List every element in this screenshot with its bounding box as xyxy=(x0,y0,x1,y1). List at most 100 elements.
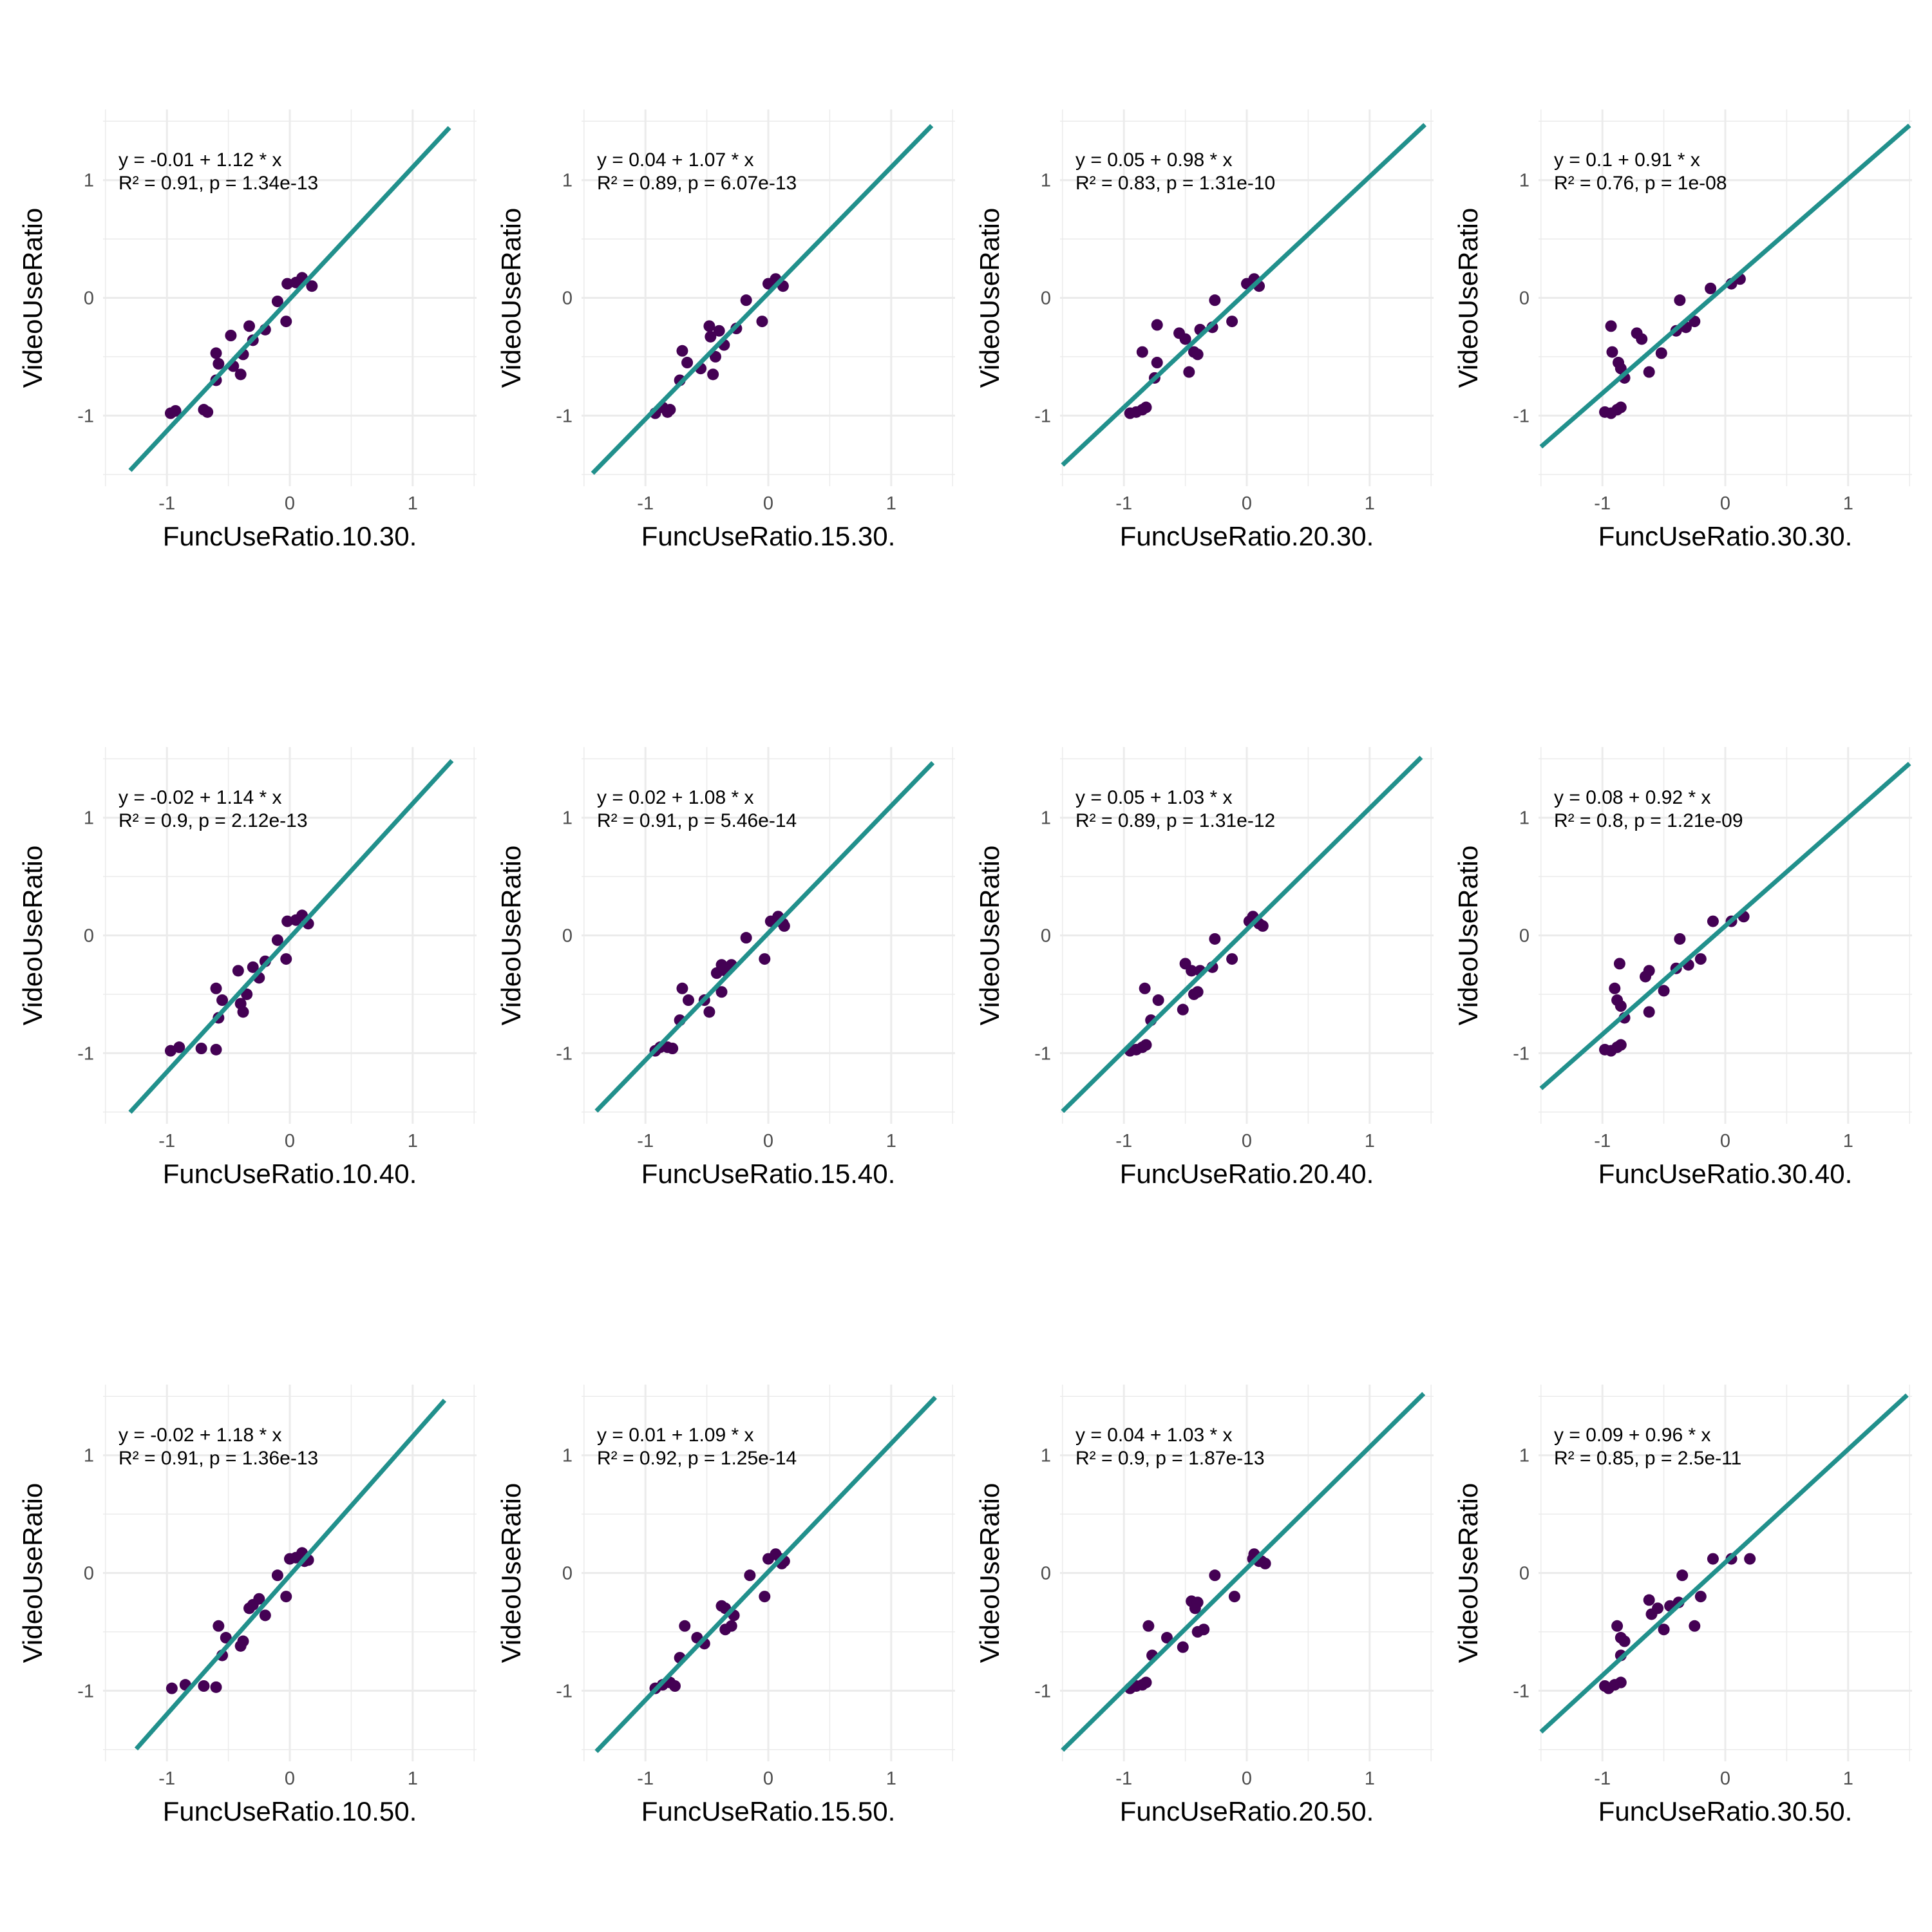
data-point xyxy=(1226,316,1238,328)
data-point xyxy=(220,1632,232,1644)
x-tick-label: 1 xyxy=(408,1768,418,1789)
data-point xyxy=(1152,994,1164,1007)
fit-statistics: R² = 0.91, p = 1.36e-13 xyxy=(118,1448,318,1469)
data-point xyxy=(1643,1006,1655,1018)
x-axis-title: FuncUseRatio.30.50. xyxy=(1598,1796,1853,1826)
y-tick-label: 0 xyxy=(84,1564,94,1584)
x-tick-label: -1 xyxy=(158,493,175,514)
data-point xyxy=(281,915,294,927)
facet-panel-2: -1 0 1 -1 0 1 FuncUseRatio.15.30. VideoUseRatio… xyxy=(496,109,955,551)
data-point xyxy=(280,316,292,328)
data-point xyxy=(709,350,721,363)
x-tick-label: 1 xyxy=(886,493,896,514)
data-point xyxy=(1191,1596,1204,1609)
fit-statistics: R² = 0.9, p = 2.12e-13 xyxy=(118,810,308,831)
data-point xyxy=(271,1569,283,1582)
y-tick-label: -1 xyxy=(556,406,573,426)
data-point xyxy=(1615,1039,1627,1051)
data-point xyxy=(1179,333,1191,345)
data-point xyxy=(1643,965,1655,977)
data-point xyxy=(744,1569,756,1582)
data-point xyxy=(166,1682,178,1694)
x-axis-title: FuncUseRatio.10.50. xyxy=(163,1796,417,1826)
data-point xyxy=(213,1620,225,1632)
y-tick-label: 0 xyxy=(1519,289,1530,309)
x-tick-label: -1 xyxy=(1594,493,1611,514)
y-tick-label: -1 xyxy=(556,1043,573,1064)
regression-line xyxy=(128,126,451,472)
y-tick-label: 1 xyxy=(562,171,573,191)
x-tick-label: -1 xyxy=(1115,1768,1132,1789)
data-point xyxy=(1605,320,1617,332)
data-point xyxy=(253,1593,265,1605)
data-point xyxy=(1160,1632,1173,1644)
data-point xyxy=(1140,401,1152,413)
y-tick-label: 0 xyxy=(1041,926,1051,947)
y-axis-title: VideoUseRatio xyxy=(974,846,1005,1025)
x-tick-label: -1 xyxy=(637,493,654,514)
x-tick-label: 1 xyxy=(1365,1768,1375,1789)
regression-line xyxy=(1539,124,1911,449)
data-point xyxy=(1256,920,1269,932)
data-point xyxy=(1658,1624,1670,1636)
x-tick-label: 1 xyxy=(1843,1768,1853,1789)
data-point xyxy=(1658,985,1670,997)
x-tick-label: 0 xyxy=(285,1768,295,1789)
x-tick-label: -1 xyxy=(158,1768,175,1789)
y-tick-label: 0 xyxy=(84,926,94,947)
facet-panel-9: -1 0 1 -1 0 1 FuncUseRatio.10.50. VideoUseRatio… xyxy=(17,1385,477,1826)
regression-line xyxy=(591,124,934,475)
data-point xyxy=(1707,1553,1719,1565)
y-tick-label: 0 xyxy=(1041,1564,1051,1584)
x-tick-label: 1 xyxy=(1843,1131,1853,1151)
data-point xyxy=(173,1041,185,1054)
x-tick-label: 0 xyxy=(1242,1131,1252,1151)
x-axis-title: FuncUseRatio.20.30. xyxy=(1120,521,1374,551)
regression-line xyxy=(594,1396,938,1754)
facet-panel-1: -1 0 1 -1 0 1 FuncUseRatio.10.30. VideoUseRatio… xyxy=(17,109,477,551)
x-axis-title: FuncUseRatio.15.40. xyxy=(641,1159,896,1189)
fit-statistics: R² = 0.85, p = 2.5e-11 xyxy=(1554,1448,1741,1469)
data-point xyxy=(1198,1624,1210,1636)
y-tick-label: -1 xyxy=(556,1681,573,1701)
regression-line xyxy=(1061,1392,1426,1752)
x-tick-label: -1 xyxy=(1594,1768,1611,1789)
regression-equation: y = 0.1 + 0.91 * x xyxy=(1554,149,1700,171)
y-tick-label: -1 xyxy=(77,1681,94,1701)
data-point xyxy=(1140,1676,1152,1689)
data-point xyxy=(679,1620,691,1632)
data-point xyxy=(1183,366,1195,378)
x-tick-label: 1 xyxy=(1843,493,1853,514)
data-point xyxy=(1191,986,1204,998)
data-point xyxy=(1177,1003,1189,1016)
data-point xyxy=(1606,346,1618,358)
data-point xyxy=(232,965,244,977)
fit-statistics: R² = 0.83, p = 1.31e-10 xyxy=(1075,173,1275,194)
x-axis-title: FuncUseRatio.30.30. xyxy=(1598,521,1853,551)
x-tick-label: 1 xyxy=(408,493,418,514)
data-point xyxy=(715,986,728,998)
x-axis-title: FuncUseRatio.30.40. xyxy=(1598,1159,1853,1189)
y-tick-label: 1 xyxy=(84,171,94,191)
data-point xyxy=(707,368,719,381)
y-tick-label: 0 xyxy=(1519,1564,1530,1584)
y-tick-label: 1 xyxy=(562,808,573,829)
x-tick-label: 1 xyxy=(408,1131,418,1151)
x-tick-label: 0 xyxy=(1720,493,1730,514)
y-axis-title: VideoUseRatio xyxy=(1453,1483,1483,1663)
data-point xyxy=(705,330,717,343)
data-point xyxy=(243,320,256,332)
x-tick-label: 0 xyxy=(763,1768,773,1789)
data-point xyxy=(1151,319,1163,331)
data-point xyxy=(1611,1620,1624,1632)
y-axis-title: VideoUseRatio xyxy=(974,208,1005,388)
y-axis-title: VideoUseRatio xyxy=(17,1483,48,1663)
y-axis-title: VideoUseRatio xyxy=(1453,846,1483,1025)
fit-statistics: R² = 0.92, p = 1.25e-14 xyxy=(597,1448,797,1469)
y-tick-label: 1 xyxy=(562,1446,573,1466)
data-point xyxy=(1142,1620,1155,1632)
data-point xyxy=(759,953,771,965)
data-point xyxy=(1674,294,1686,307)
data-point xyxy=(1643,1594,1655,1606)
